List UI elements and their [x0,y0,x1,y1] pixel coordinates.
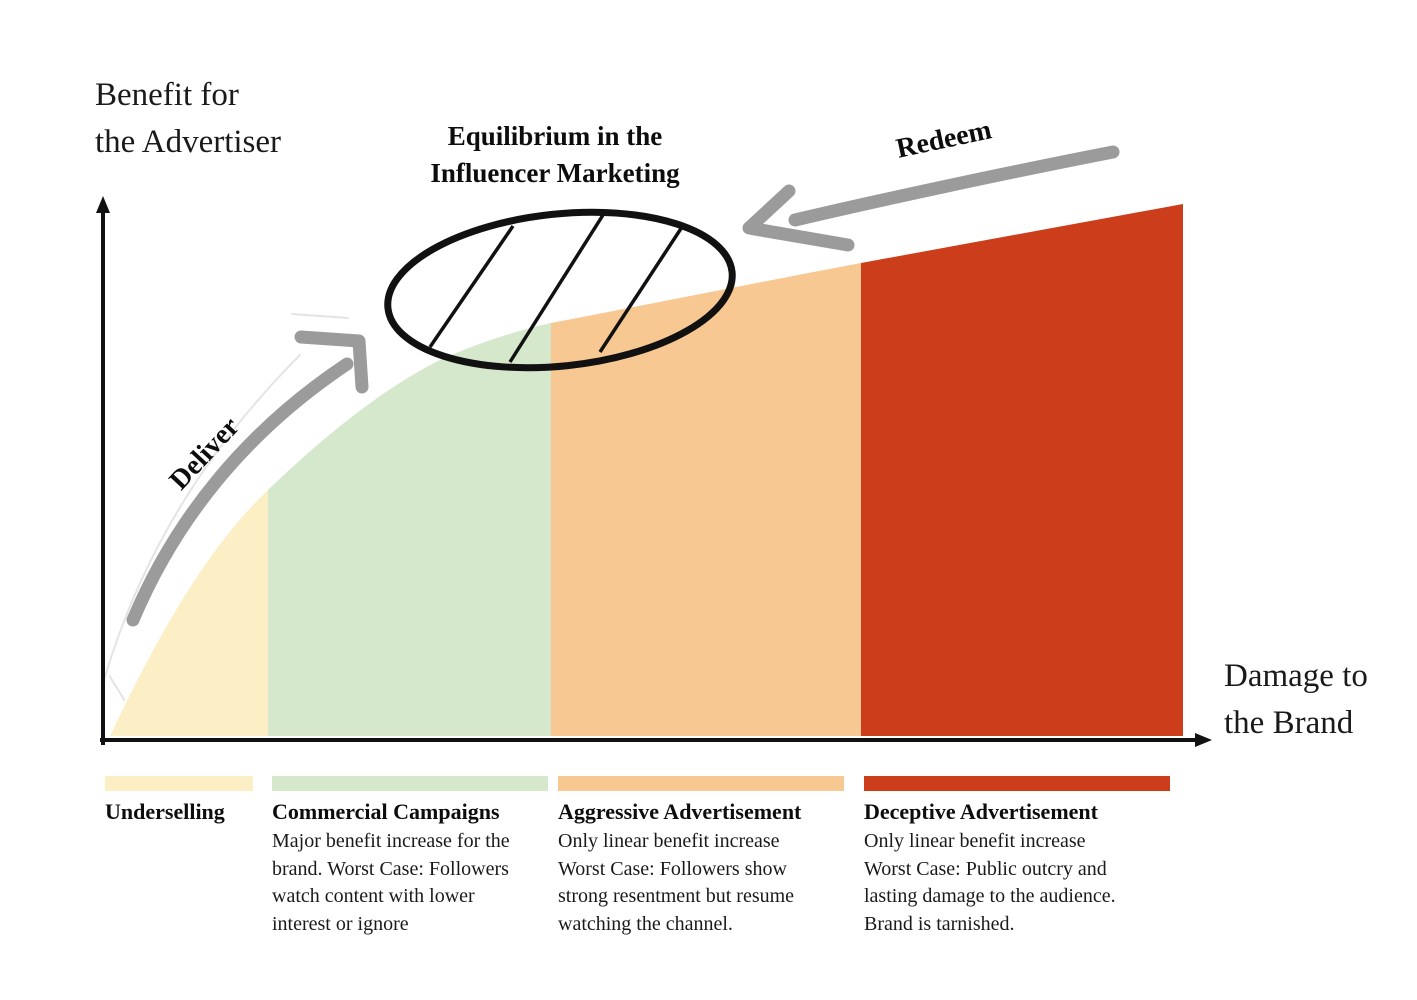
legend-title: Aggressive Advertisement [558,799,802,824]
x-axis-arrowhead [1195,733,1212,747]
deliver-arrow-outline [103,313,349,701]
y-axis-title: Benefit for the Advertiser [95,77,282,160]
hatch-lines [428,214,684,363]
deliver-arrow [126,330,369,627]
legend-description: Only linear benefit increase Worst Case:… [864,830,1116,935]
x-axis-title: Damage to the Brand [1224,658,1368,741]
legend-description: Major benefit increase for the brand. Wo… [272,830,510,935]
equilibrium-label: Equilibrium in the Influencer Marketing [430,121,680,188]
legend-item-deceptive-advertisement: Deceptive Advertisement Only linear bene… [864,776,1170,938]
equilibrium-ellipse [384,208,736,372]
legend-swatch-commercial-campaigns [272,776,548,791]
legend-title: Deceptive Advertisement [864,799,1098,824]
legend-swatch-aggressive-advertisement [558,776,844,791]
legend-item-aggressive-advertisement: Aggressive Advertisement Only linear ben… [558,776,844,938]
legend-description: Only linear benefit increase Worst Case:… [558,830,795,935]
zone-deceptive-advertisement-area [861,204,1183,736]
redeem-arrow [742,145,1120,252]
legend-item-underselling: Underselling [105,776,253,828]
legend-title: Commercial Campaigns [272,799,500,824]
y-axis-arrowhead [96,196,110,213]
legend-swatch-underselling [105,776,253,791]
legend-swatch-deceptive-advertisement [864,776,1170,791]
benefit-curve-area [110,204,1183,736]
y-axis [96,196,110,745]
zone-commercial-campaigns-area [268,323,551,736]
legend-title: Underselling [105,799,225,824]
x-axis [100,733,1212,747]
zone-aggressive-advertisement-area [551,263,861,736]
zone-underselling-area [110,490,268,736]
legend-item-commercial-campaigns: Commercial Campaigns Major benefit incre… [272,776,548,938]
